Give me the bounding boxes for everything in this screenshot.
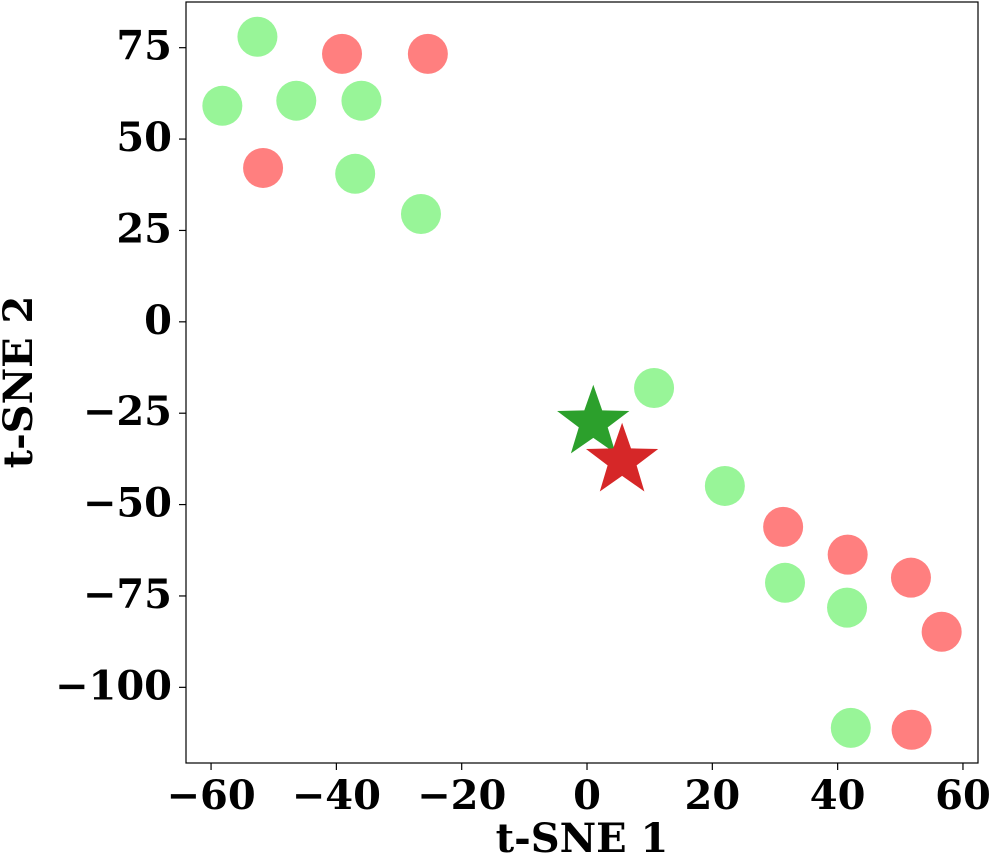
point: [704, 465, 745, 506]
star-point: [586, 422, 659, 492]
point: [335, 153, 376, 194]
point: [407, 33, 448, 74]
x-tick-label: −20: [417, 772, 506, 819]
star-point: [557, 384, 630, 454]
y-tick-label: 0: [144, 297, 172, 344]
x-tick-label: −40: [292, 772, 381, 819]
x-tick-label: −60: [166, 772, 255, 819]
x-tick-label: 0: [573, 772, 601, 819]
y-tick-label: −100: [55, 662, 172, 709]
x-axis-title: t-SNE 1: [496, 815, 669, 862]
y-tick-label: 25: [116, 205, 172, 252]
point: [400, 193, 441, 234]
point: [276, 80, 317, 121]
y-axis-title: t-SNE 2: [0, 296, 42, 469]
point: [765, 562, 806, 603]
point: [891, 709, 932, 750]
point: [322, 33, 363, 74]
x-tick-label: 20: [684, 772, 740, 819]
y-tick-label: −50: [83, 480, 172, 527]
point: [634, 367, 675, 408]
point: [243, 147, 284, 188]
point: [237, 16, 278, 57]
y-tick-label: −25: [83, 388, 172, 435]
y-tick-label: −75: [83, 571, 172, 618]
point: [921, 611, 962, 652]
point: [827, 587, 868, 628]
point: [763, 506, 804, 547]
y-tick-label: 50: [116, 114, 172, 161]
x-tick-label: 60: [935, 772, 991, 819]
plot-frame: [185, 1, 979, 764]
point: [830, 707, 871, 748]
point: [890, 557, 931, 598]
point: [827, 534, 868, 575]
y-tick-label: 75: [116, 23, 172, 70]
point: [341, 80, 382, 121]
x-tick-label: 40: [810, 772, 866, 819]
point: [202, 85, 243, 126]
